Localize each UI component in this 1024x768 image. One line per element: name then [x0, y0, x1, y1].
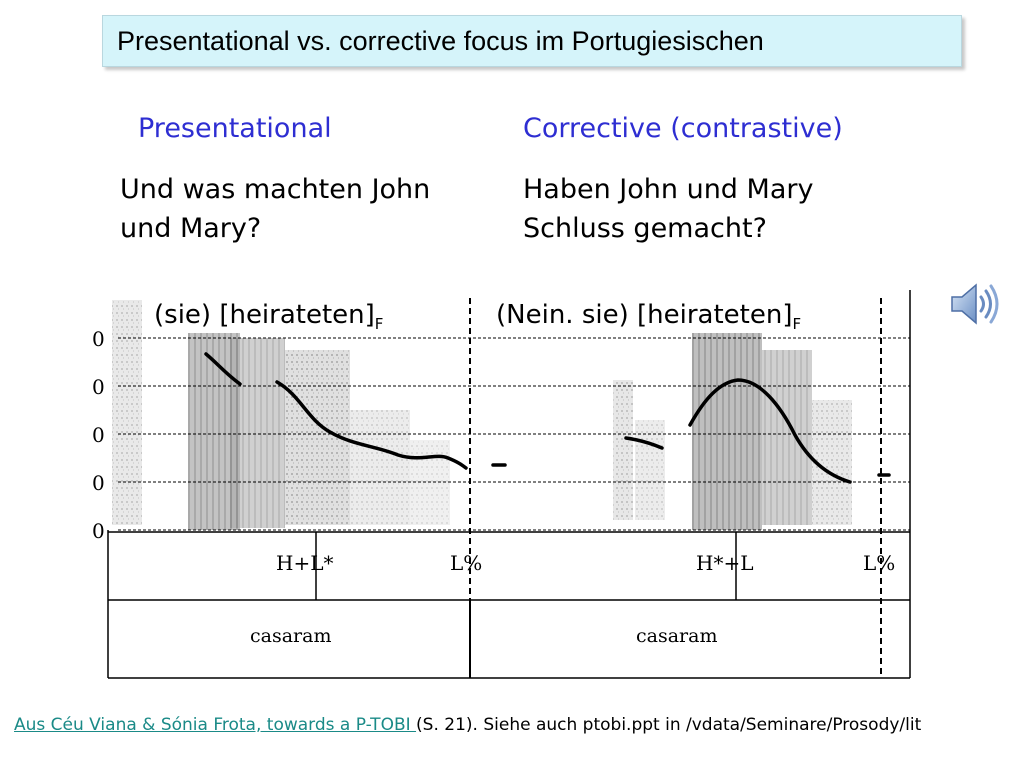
right-focus-label: (Nein. sie) [heirateten]F — [492, 300, 806, 333]
right-focus-subscript: F — [792, 315, 802, 333]
slide-title: Presentational vs. corrective focus im P… — [117, 26, 764, 56]
left-focus-label-text: (sie) [heirateten] — [154, 300, 375, 330]
pitch-contour-left-2 — [275, 380, 468, 470]
spectrogram-left — [112, 300, 450, 530]
right-tone-boundary: L% — [863, 551, 896, 575]
left-word: casaram — [250, 625, 332, 647]
footer-citation: Aus Céu Viana & Sónia Frota, towards a P… — [14, 715, 921, 735]
right-heading: Corrective (contrastive) — [523, 113, 843, 144]
left-tone-boundary: L% — [450, 551, 483, 575]
right-word: casaram — [636, 625, 718, 647]
left-focus-label: (sie) [heirateten]F — [150, 300, 388, 333]
left-question-line1: Und was machten John — [120, 174, 431, 205]
spectrogram-right — [613, 330, 852, 530]
pitch-track-figure: 0 0 0 0 0 — [92, 290, 911, 679]
tone-marks — [315, 532, 737, 600]
right-question-line1: Haben John und Mary — [523, 174, 814, 205]
title-box: Presentational vs. corrective focus im P… — [102, 15, 962, 67]
boundary-lines — [469, 298, 882, 678]
speaker-icon[interactable] — [948, 280, 1002, 328]
right-question-line2: Schluss gemacht? — [523, 213, 767, 244]
left-focus-subscript: F — [374, 315, 384, 333]
pitch-contour-right-2 — [688, 378, 852, 484]
left-tone-accent: H+L* — [276, 551, 334, 575]
right-tone-accent: H*+L — [696, 551, 754, 575]
axis-tick: 0 — [92, 423, 105, 447]
axis-tick: 0 — [92, 327, 105, 351]
source-link[interactable]: Aus Céu Viana & Sónia Frota, towards a P… — [14, 715, 417, 735]
left-heading: Presentational — [138, 113, 332, 144]
axis-ticks: 0 0 0 0 0 — [92, 327, 105, 543]
annotation-tiers — [107, 290, 911, 679]
grid-lines — [118, 337, 910, 531]
left-question-line2: und Mary? — [120, 213, 262, 244]
axis-tick: 0 — [92, 375, 105, 399]
pitch-contour-right-1 — [624, 436, 664, 450]
right-focus-label-text: (Nein. sie) [heirateten] — [496, 300, 793, 330]
pitch-contours — [204, 352, 891, 484]
axis-tick: 0 — [92, 471, 105, 495]
axis-tick: 0 — [92, 519, 105, 543]
footer-rest: (S. 21). Siehe auch ptobi.ppt in /vdata/… — [416, 715, 922, 735]
pitch-contour-left-1 — [204, 352, 242, 386]
